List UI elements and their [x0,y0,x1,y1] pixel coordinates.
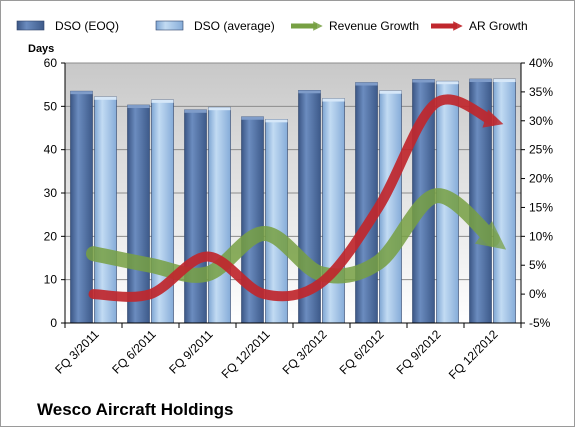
y2-tick-label: 20% [529,172,553,186]
y-tick-label: 40 [44,143,58,157]
x-tick-label: FQ 9/2012 [394,327,444,377]
y2-axis-ticks: -5% 0% 5% 10% 15% 20% 25% 30% 35% 40% [521,56,553,330]
x-tick-label: FQ 12/2012 [446,327,501,382]
bar-top [355,82,378,86]
y2-tick-label: 0% [529,287,547,301]
legend-label: AR Growth [469,19,528,33]
bar-top [322,98,345,102]
y-tick-label: 0 [50,316,57,330]
y2-tick-label: 10% [529,229,553,243]
bar-dso-average [322,98,345,324]
legend-label: Revenue Growth [329,19,419,33]
y2-tick-label: 25% [529,143,553,157]
bar-top [94,96,117,100]
y2-tick-label: 40% [529,56,553,70]
bar-top [241,116,264,120]
y-tick-label: 10 [44,273,58,287]
y-tick-label: 20 [44,229,58,243]
bar-top [184,109,207,113]
bar-top [493,79,516,83]
chart-title: Wesco Aircraft Holdings [37,400,233,419]
ar-growth-line [88,94,504,302]
bar-top [379,90,402,94]
x-axis-ticks: FQ 3/2011 FQ 6/2011 FQ 9/2011 FQ 12/2011 FQ … [52,323,522,382]
bar-dso-average [493,78,516,324]
x-tick-label: FQ 3/2011 [52,327,102,377]
growth-lines [86,94,507,302]
y2-tick-label: 5% [529,258,547,272]
y2-tick-label: 15% [529,200,553,214]
y-tick-label: 30 [44,186,58,200]
x-tick-label: FQ 3/2012 [280,327,330,377]
bar-dso-eoq [184,109,207,324]
x-tick-label: FQ 9/2011 [166,327,216,377]
x-tick-label: FQ 6/2011 [109,327,159,377]
x-tick-label: FQ 12/2011 [219,327,273,381]
y-axis-ticks: 0 10 20 30 40 50 60 [44,56,65,330]
bar-top [151,99,174,103]
bar-top [127,105,150,109]
bar-dso-eoq [355,82,378,324]
bar-top [208,107,231,111]
bar-dso-average [208,106,231,324]
y2-tick-label: -5% [529,316,551,330]
y-tick-label: 60 [44,56,58,70]
bar-top [469,79,492,83]
legend-swatch [16,20,45,31]
legend-label: DSO (EOQ) [55,19,119,33]
bar-dso-eoq [70,90,93,324]
bar-top [436,81,459,85]
y-axis-label: Days [28,43,54,55]
legend: DSO (EOQ) DSO (average) Revenue Growth AR G… [16,19,528,33]
y2-tick-label: 30% [529,114,553,128]
bar-top [298,90,321,94]
y-tick-label: 50 [44,99,58,113]
bar-top [70,91,93,95]
legend-swatch [155,20,184,31]
x-tick-label: FQ 6/2012 [337,327,387,377]
bar-dso-average [94,96,117,324]
revenue-growth-line [86,188,507,284]
bar-top [265,119,288,123]
bar-top [412,79,435,83]
y2-tick-label: 35% [529,85,553,99]
legend-label: DSO (average) [194,19,275,33]
